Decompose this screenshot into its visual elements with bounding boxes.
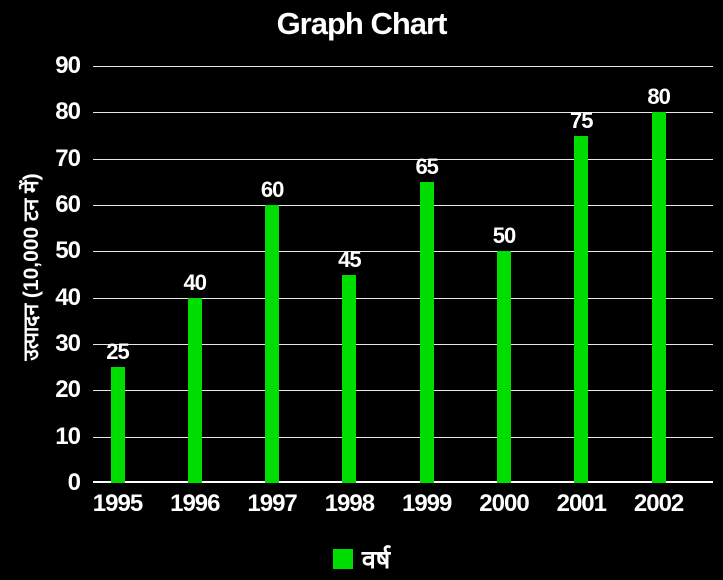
- y-tick-label-70: 70: [55, 144, 81, 172]
- gridline-80: [93, 112, 713, 114]
- y-tick-label-50: 50: [55, 237, 81, 265]
- bar-value-label-1998: 45: [338, 246, 361, 272]
- bar-2002: [651, 112, 666, 483]
- gridline-50: [93, 251, 713, 253]
- bar-1998: [342, 274, 357, 483]
- y-tick-label-40: 40: [55, 283, 81, 311]
- gridline-20: [93, 390, 713, 392]
- gridline-10: [93, 436, 713, 438]
- gridline-60: [93, 205, 713, 206]
- x-tick-label-1997: 1997: [247, 490, 297, 517]
- legend-label: वर्ष: [361, 546, 391, 574]
- bar-1995: [110, 367, 125, 483]
- bar-2000: [497, 251, 511, 483]
- bar-1999: [419, 181, 434, 483]
- y-tick-label-30: 30: [55, 330, 81, 357]
- y-tick-label-0: 0: [67, 469, 81, 496]
- bar-value-label-2000: 50: [492, 223, 516, 249]
- bar-value-label-1995: 25: [106, 339, 129, 365]
- gridline-40: [93, 297, 713, 299]
- x-tick-label-1996: 1996: [170, 490, 220, 517]
- y-tick-label-10: 10: [55, 422, 81, 450]
- chart-title: Graph Chart: [276, 6, 448, 41]
- legend: वर्ष: [0, 542, 723, 576]
- x-tick-label-1995: 1995: [92, 490, 143, 517]
- bar-1997: [265, 205, 280, 483]
- bar-value-label-2002: 80: [647, 84, 670, 110]
- x-tick-label-1998: 1998: [324, 490, 375, 517]
- bar-value-label-1997: 60: [260, 177, 284, 202]
- y-tick-label-60: 60: [55, 191, 81, 218]
- bar-value-label-1996: 40: [183, 269, 207, 295]
- x-tick-label-1999: 1999: [401, 490, 452, 517]
- x-tick-label-2001: 2001: [556, 490, 607, 517]
- x-tick-label-2000: 2000: [479, 490, 529, 517]
- gridline-30: [93, 344, 713, 345]
- y-tick-label-20: 20: [55, 376, 81, 404]
- gridline-70: [93, 158, 713, 160]
- bar-value-label-1999: 65: [415, 153, 438, 179]
- bar-2001: [574, 135, 589, 483]
- x-tick-label-2002: 2002: [633, 490, 684, 517]
- bar-1996: [187, 297, 202, 483]
- bar-value-label-2001: 75: [570, 107, 593, 133]
- gridline-90: [93, 66, 713, 67]
- y-tick-label-90: 90: [55, 52, 81, 79]
- legend-swatch: [332, 549, 353, 569]
- x-axis-line: [93, 481, 713, 483]
- y-tick-label-80: 80: [55, 98, 81, 126]
- plot-area: 25 40 60 45 65 50 75 80: [93, 66, 713, 483]
